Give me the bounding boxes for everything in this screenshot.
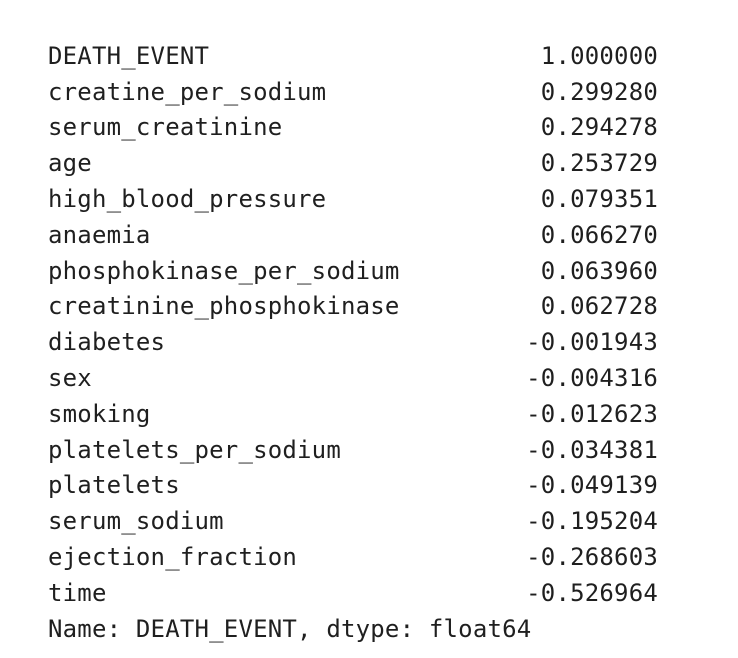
row-label: serum_creatinine xyxy=(48,113,283,142)
row-label: diabetes xyxy=(48,328,166,357)
row-value: -0.034381 xyxy=(526,435,658,464)
series-row: creatinine_phosphokinase 0.062728 xyxy=(48,289,658,325)
row-label: phosphokinase_per_sodium xyxy=(48,256,400,285)
series-output: DEATH_EVENT 1.000000 creatine_per_sodium… xyxy=(48,38,658,647)
row-value: -0.195204 xyxy=(526,507,658,536)
series-row: ejection_fraction -0.268603 xyxy=(48,539,658,575)
row-label: high_blood_pressure xyxy=(48,185,327,214)
row-value: 0.062728 xyxy=(540,292,658,321)
row-label: creatine_per_sodium xyxy=(48,77,327,106)
row-value: -0.268603 xyxy=(526,543,658,572)
series-row: smoking -0.012623 xyxy=(48,396,658,432)
row-value: 0.253729 xyxy=(540,149,658,178)
series-row: age 0.253729 xyxy=(48,145,658,181)
series-row: anaemia 0.066270 xyxy=(48,217,658,253)
row-label: anaemia xyxy=(48,220,151,249)
series-row: high_blood_pressure 0.079351 xyxy=(48,181,658,217)
row-label: serum_sodium xyxy=(48,507,224,536)
series-row: serum_creatinine 0.294278 xyxy=(48,110,658,146)
row-label: time xyxy=(48,578,107,607)
row-value: -0.004316 xyxy=(526,364,658,393)
row-label: ejection_fraction xyxy=(48,543,298,572)
row-value: 1.000000 xyxy=(540,41,658,70)
series-row: DEATH_EVENT 1.000000 xyxy=(48,38,658,74)
series-row: phosphokinase_per_sodium 0.063960 xyxy=(48,253,658,289)
row-label: platelets_per_sodium xyxy=(48,435,341,464)
row-value: -0.012623 xyxy=(526,399,658,428)
row-value: 0.294278 xyxy=(540,113,658,142)
row-value: 0.079351 xyxy=(540,185,658,214)
row-label: age xyxy=(48,149,92,178)
row-value: 0.066270 xyxy=(540,220,658,249)
row-label: sex xyxy=(48,364,92,393)
series-footer: Name: DEATH_EVENT, dtype: float64 xyxy=(48,614,532,643)
series-row: diabetes -0.001943 xyxy=(48,324,658,360)
row-label: platelets xyxy=(48,471,180,500)
row-value: 0.299280 xyxy=(540,77,658,106)
row-label: smoking xyxy=(48,399,151,428)
series-row: serum_sodium -0.195204 xyxy=(48,503,658,539)
series-row: platelets_per_sodium -0.034381 xyxy=(48,432,658,468)
row-value: -0.526964 xyxy=(526,578,658,607)
row-value: -0.001943 xyxy=(526,328,658,357)
row-label: creatinine_phosphokinase xyxy=(48,292,400,321)
series-row: creatine_per_sodium 0.299280 xyxy=(48,74,658,110)
row-value: 0.063960 xyxy=(540,256,658,285)
series-row: platelets -0.049139 xyxy=(48,468,658,504)
row-value: -0.049139 xyxy=(526,471,658,500)
row-label: DEATH_EVENT xyxy=(48,41,210,70)
series-row: sex -0.004316 xyxy=(48,360,658,396)
series-row: time -0.526964 xyxy=(48,575,658,611)
